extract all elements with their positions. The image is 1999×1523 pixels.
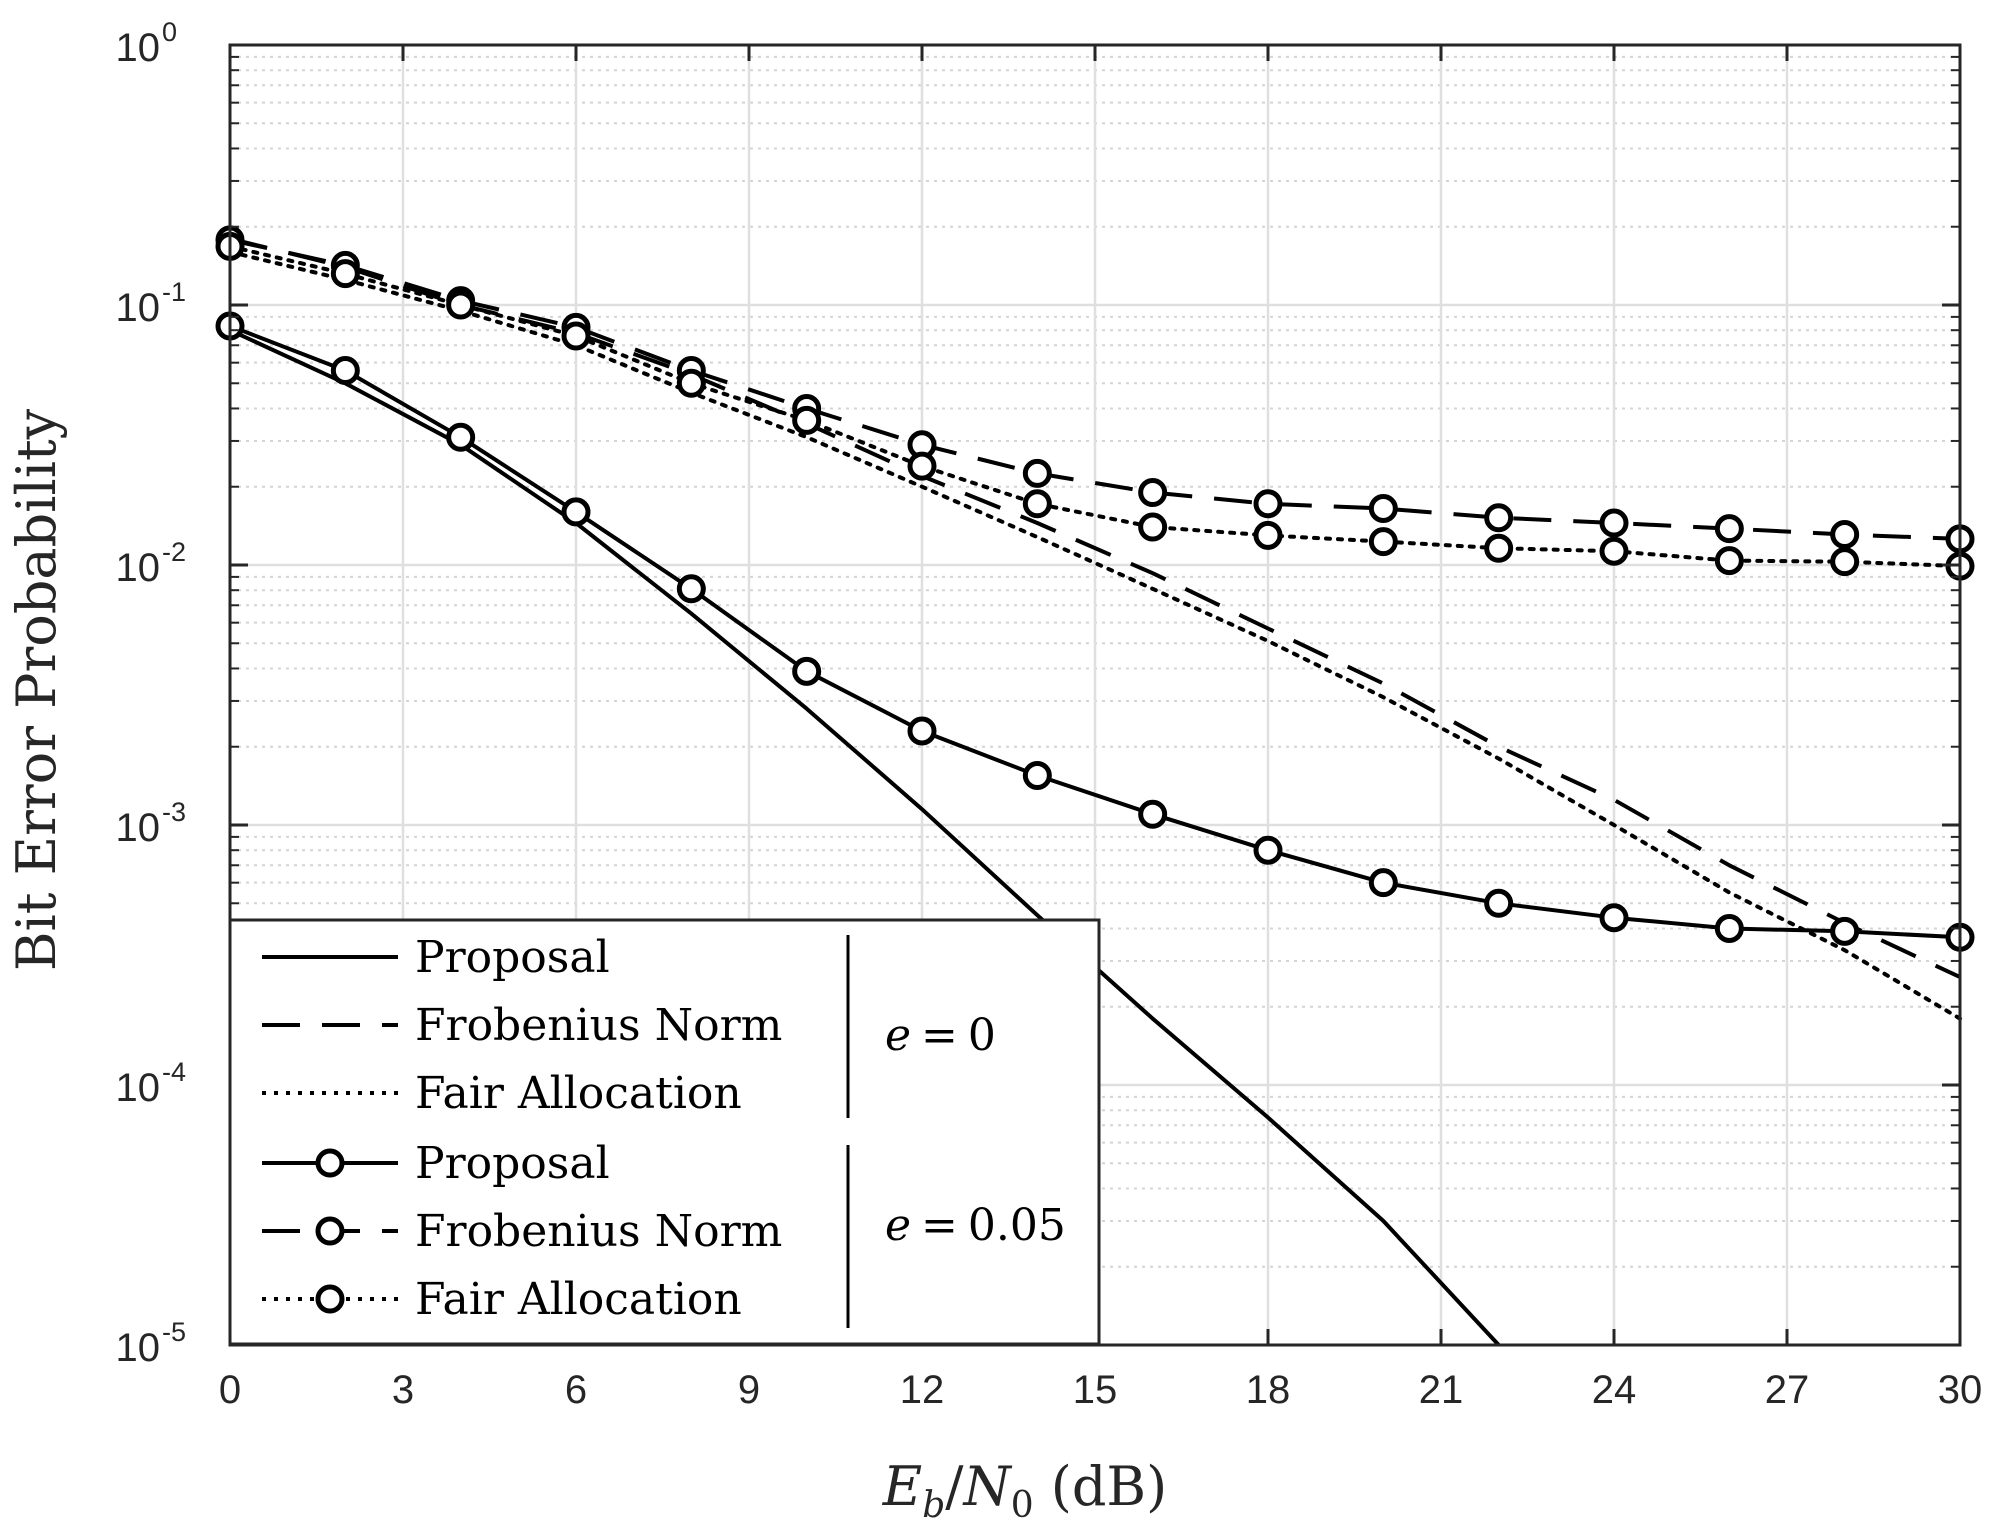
legend-marker-sample [315, 1148, 345, 1178]
series-0 [229, 328, 1501, 1347]
legend-box [228, 918, 1101, 1346]
data-point [1484, 888, 1514, 918]
data-point [1599, 903, 1629, 933]
x-axis-title: Eb/N0 (dB) [882, 1455, 1167, 1523]
legend-entry-4: Frobenius Norm [262, 1206, 782, 1257]
legend-label: Proposal [415, 932, 610, 983]
legend-entry-1: Frobenius Norm [262, 1000, 782, 1051]
data-point [1138, 799, 1168, 829]
data-point [446, 290, 476, 320]
x-tick-label: 0 [219, 1368, 241, 1412]
legend-entry-3: Proposal [262, 1138, 610, 1189]
legend-marker-sample [315, 1216, 345, 1246]
data-point [1599, 536, 1629, 566]
data-point [1714, 913, 1744, 943]
legend-entry-2: Fair Allocation [262, 1068, 742, 1119]
series-1 [229, 236, 1961, 979]
data-point [1138, 478, 1168, 508]
data-point [1714, 514, 1744, 544]
legend-label: Proposal [415, 1138, 610, 1189]
data-point [330, 355, 360, 385]
data-point [1253, 489, 1283, 519]
data-point [1599, 508, 1629, 538]
legend-entry-0: Proposal [262, 932, 610, 983]
x-tick-label: 24 [1592, 1368, 1637, 1412]
x-tick-label: 27 [1765, 1368, 1810, 1412]
x-tick-label: 15 [1073, 1368, 1118, 1412]
x-tick-label: 12 [900, 1368, 945, 1412]
x-tick-label: 18 [1246, 1368, 1291, 1412]
y-tick-exponent: -5 [162, 1317, 186, 1347]
y-tick-label: 10 [116, 546, 161, 590]
x-tick-label: 21 [1419, 1368, 1464, 1412]
y-tick-label: 10 [116, 26, 161, 70]
legend-group-e005: e = 0.05 [885, 1200, 1066, 1251]
legend-group-e0: e = 0 [885, 1010, 996, 1061]
series-line [229, 328, 1501, 1347]
y-tick-exponent: -4 [162, 1057, 186, 1087]
y-tick-exponent: -2 [162, 537, 186, 567]
data-point [1484, 503, 1514, 533]
x-tick-label: 6 [565, 1368, 587, 1412]
data-point [907, 716, 937, 746]
data-point [1830, 520, 1860, 550]
data-point [1830, 916, 1860, 946]
series-2 [228, 249, 1962, 1021]
data-point [676, 574, 706, 604]
legend-marker-sample [315, 1284, 345, 1314]
data-point [1022, 458, 1052, 488]
data-point [1368, 868, 1398, 898]
data-point [330, 259, 360, 289]
data-point [1484, 533, 1514, 563]
y-tick-label: 10 [116, 1066, 161, 1110]
series-3 [215, 311, 1975, 952]
y-tick-exponent: -3 [162, 797, 186, 827]
data-point [907, 451, 937, 481]
data-point [446, 422, 476, 452]
tick-labels: 0 3 6 9 12 15 18 21 24 27 3010-510-410-310-210-110… [116, 17, 1983, 1412]
legend-label: Frobenius Norm [415, 1000, 782, 1051]
data-point [1022, 761, 1052, 791]
y-tick-exponent: -1 [162, 277, 186, 307]
series-line [228, 244, 1962, 569]
x-tick-label: 30 [1938, 1368, 1983, 1412]
legend-entry-5: Fair Allocation [262, 1274, 742, 1325]
y-tick-label: 10 [116, 286, 161, 330]
y-axis-title: Bit Error Probability [5, 408, 68, 971]
series-line [229, 236, 1961, 979]
data-point [1138, 512, 1168, 542]
y-tick-exponent: 0 [162, 17, 177, 47]
legend-label: Fair Allocation [415, 1068, 742, 1119]
data-point [1368, 493, 1398, 523]
legend-label: Fair Allocation [415, 1274, 742, 1325]
series-5 [215, 231, 1975, 581]
data-point [1368, 527, 1398, 557]
series-line [229, 324, 1961, 940]
data-point [561, 497, 591, 527]
legend: Proposal Frobenius Norm Fair Allocation Pro… [228, 918, 1101, 1346]
data-point [561, 321, 591, 351]
data-point [1714, 546, 1744, 576]
data-point [1253, 520, 1283, 550]
series-line [228, 249, 1962, 1021]
x-tick-label: 3 [392, 1368, 414, 1412]
data-point [1253, 835, 1283, 865]
data-point [1830, 547, 1860, 577]
data-point [676, 368, 706, 398]
data-point [1022, 489, 1052, 519]
data-point [792, 656, 822, 686]
y-tick-label: 10 [116, 1326, 161, 1370]
legend-label: Frobenius Norm [415, 1206, 782, 1257]
y-tick-label: 10 [116, 806, 161, 850]
series-layer [215, 225, 1975, 1347]
data-point [792, 405, 822, 435]
x-tick-label: 9 [738, 1368, 760, 1412]
